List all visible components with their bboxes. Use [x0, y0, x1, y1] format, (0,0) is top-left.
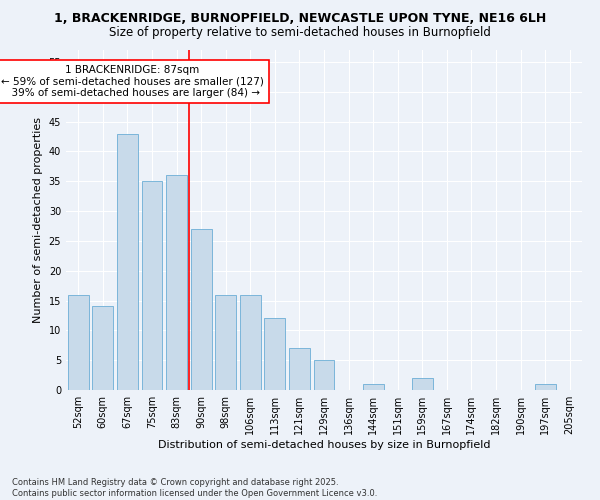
X-axis label: Distribution of semi-detached houses by size in Burnopfield: Distribution of semi-detached houses by … — [158, 440, 490, 450]
Bar — [92, 306, 113, 390]
Bar — [240, 294, 261, 390]
Bar — [265, 318, 286, 390]
Bar — [412, 378, 433, 390]
Bar — [314, 360, 334, 390]
Text: 1 BRACKENRIDGE: 87sqm
← 59% of semi-detached houses are smaller (127)
  39% of s: 1 BRACKENRIDGE: 87sqm ← 59% of semi-deta… — [1, 65, 264, 98]
Text: Contains HM Land Registry data © Crown copyright and database right 2025.
Contai: Contains HM Land Registry data © Crown c… — [12, 478, 377, 498]
Bar — [215, 294, 236, 390]
Bar — [289, 348, 310, 390]
Bar — [362, 384, 383, 390]
Bar — [117, 134, 138, 390]
Bar — [535, 384, 556, 390]
Bar — [191, 229, 212, 390]
Bar — [68, 294, 89, 390]
Text: 1, BRACKENRIDGE, BURNOPFIELD, NEWCASTLE UPON TYNE, NE16 6LH: 1, BRACKENRIDGE, BURNOPFIELD, NEWCASTLE … — [54, 12, 546, 26]
Bar — [142, 181, 163, 390]
Y-axis label: Number of semi-detached properties: Number of semi-detached properties — [33, 117, 43, 323]
Text: Size of property relative to semi-detached houses in Burnopfield: Size of property relative to semi-detach… — [109, 26, 491, 39]
Bar — [166, 176, 187, 390]
